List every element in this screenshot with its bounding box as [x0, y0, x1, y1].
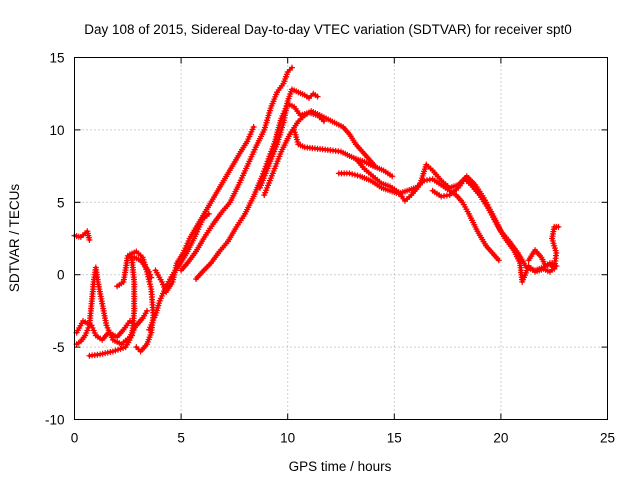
- y-axis-label: SDTVAR / TECUs: [7, 184, 22, 293]
- x-axis-label: GPS time / hours: [289, 459, 392, 474]
- x-tick-label: 0: [71, 431, 79, 446]
- x-tick-label: 20: [493, 431, 508, 446]
- series-arc-10: [256, 86, 321, 191]
- series-arc-1: [71, 228, 93, 243]
- x-tick-label: 5: [177, 431, 185, 446]
- series-arc-11: [261, 108, 379, 199]
- data-point: [354, 172, 361, 179]
- data-point: [133, 344, 140, 351]
- x-tick-label: 15: [387, 431, 402, 446]
- series-arc-9: [178, 64, 295, 274]
- series-arc-8: [193, 100, 327, 283]
- data-point: [349, 171, 356, 178]
- grid: [74, 57, 608, 420]
- y-tick-label: -10: [45, 413, 65, 428]
- chart-title: Day 108 of 2015, Sidereal Day-to-day VTE…: [84, 22, 571, 37]
- data-point: [139, 315, 146, 322]
- data-point: [555, 223, 562, 230]
- data-point: [351, 171, 358, 178]
- data-point: [288, 64, 295, 71]
- series-arc-12: [291, 126, 396, 180]
- data-point: [314, 93, 321, 100]
- y-tick-label: 15: [49, 51, 64, 66]
- y-tick-label: 0: [57, 268, 65, 283]
- y-tick-label: 10: [49, 123, 64, 138]
- series-line: [354, 157, 554, 272]
- data-point: [86, 236, 93, 243]
- data-series: [71, 64, 562, 359]
- x-tick-label: 25: [600, 431, 615, 446]
- data-point: [148, 274, 155, 281]
- data-point: [146, 268, 153, 275]
- series-arc-5: [114, 252, 155, 290]
- series-arc-15: [429, 176, 560, 285]
- x-tick-label: 10: [280, 431, 295, 446]
- plot-frame: [74, 57, 608, 420]
- y-tick-label: 5: [57, 195, 65, 210]
- data-point: [346, 170, 353, 177]
- series-arc-7: [152, 124, 257, 296]
- axes: 0 5 10 15 20 25 -10 -5 0 5 10 15: [45, 51, 615, 446]
- data-point: [389, 173, 396, 180]
- series-arc-16: [525, 223, 562, 272]
- data-point: [495, 257, 502, 264]
- y-tick-label: -5: [52, 340, 64, 355]
- series-arc-14: [352, 155, 556, 274]
- data-point: [143, 307, 150, 314]
- data-point: [147, 271, 154, 278]
- data-point: [250, 124, 257, 131]
